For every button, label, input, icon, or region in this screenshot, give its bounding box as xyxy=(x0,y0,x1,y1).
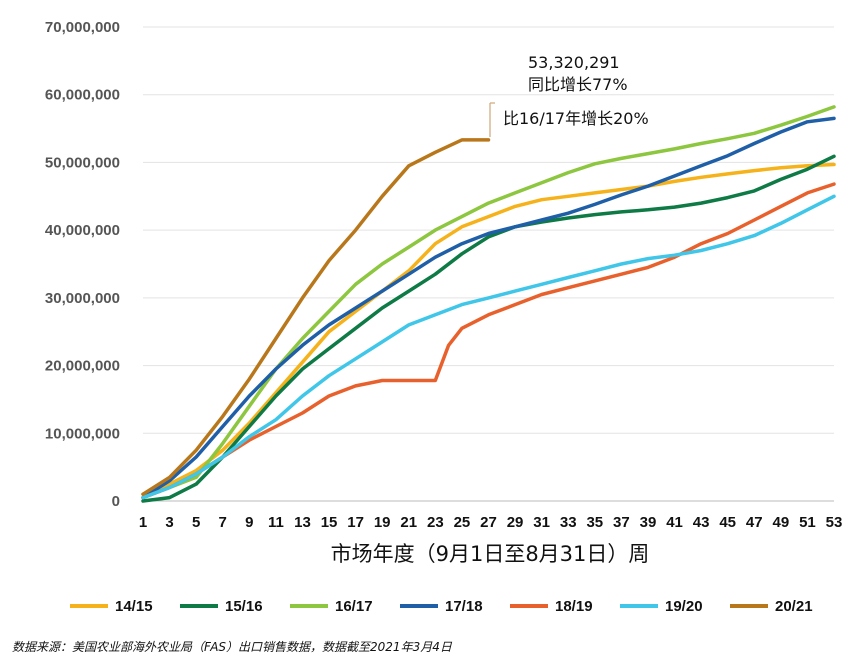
y-tick-label: 40,000,000 xyxy=(45,222,120,239)
y-tick-label: 50,000,000 xyxy=(45,154,120,171)
legend-label: 20/21 xyxy=(775,598,813,615)
x-tick-label: 31 xyxy=(533,514,550,531)
y-tick-label: 70,000,000 xyxy=(45,19,120,36)
gridlines xyxy=(143,26,834,434)
x-tick-label: 11 xyxy=(268,514,284,531)
series-line-20-21 xyxy=(141,138,491,496)
y-tick-label: 0 xyxy=(112,493,120,510)
legend-label: 15/16 xyxy=(225,598,263,615)
series-line-19-20 xyxy=(141,194,836,500)
x-tick-label: 49 xyxy=(773,514,790,531)
series-line-16-17 xyxy=(141,105,836,500)
x-tick-label: 7 xyxy=(219,514,227,531)
x-tick-label: 1 xyxy=(139,514,147,531)
series-line-17-18 xyxy=(141,116,836,500)
x-tick-label: 21 xyxy=(400,514,417,531)
x-tick-label: 23 xyxy=(427,514,444,531)
legend-label: 16/17 xyxy=(335,598,373,615)
x-axis-ticks: 1 3 5 7 9 11 13 15 17 19 21 23 25 27 29 31 33 35 37 39 41 43 4… xyxy=(139,514,843,531)
x-tick-label: 45 xyxy=(719,514,736,531)
x-tick-label: 3 xyxy=(165,514,173,531)
x-tick-label: 29 xyxy=(507,514,524,531)
annotation-yoy: 同比增长77% xyxy=(528,75,628,94)
legend-label: 17/18 xyxy=(445,598,483,615)
legend-label: 19/20 xyxy=(665,598,703,615)
x-tick-label: 33 xyxy=(560,514,577,531)
y-tick-label: 10,000,000 xyxy=(45,425,120,442)
x-tick-label: 19 xyxy=(374,514,391,531)
legend: 14/15 15/16 16/17 17/18 18/19 19/20 20/21 xyxy=(70,598,813,615)
y-tick-label: 60,000,000 xyxy=(45,87,120,104)
x-tick-label: 35 xyxy=(586,514,603,531)
source-note: 数据来源：美国农业部海外农业局（FAS）出口销售数据，数据截至2021年3月4日 xyxy=(12,640,452,654)
x-tick-label: 47 xyxy=(746,514,763,531)
series-line-18-19 xyxy=(141,182,836,500)
legend-label: 18/19 xyxy=(555,598,593,615)
x-tick-label: 41 xyxy=(666,514,683,531)
legend-label: 14/15 xyxy=(115,598,153,615)
x-tick-label: 25 xyxy=(454,514,471,531)
y-axis-ticks: 0 10,000,000 20,000,000 30,000,000 40,000,00… xyxy=(45,19,120,510)
x-tick-label: 9 xyxy=(245,514,253,531)
annotations: 53,320,291 同比增长77% 比16/17年增长20% xyxy=(489,53,649,137)
x-tick-label: 39 xyxy=(640,514,657,531)
y-tick-label: 20,000,000 xyxy=(45,358,120,375)
x-tick-label: 51 xyxy=(799,514,816,531)
x-axis-label: 市场年度（9月1日至8月31日）周 xyxy=(331,542,650,566)
series-lines xyxy=(141,105,836,503)
x-tick-label: 37 xyxy=(613,514,630,531)
series-line-14-15 xyxy=(141,162,836,496)
x-tick-label: 27 xyxy=(480,514,497,531)
x-tick-label: 43 xyxy=(693,514,710,531)
series-line-15-16 xyxy=(141,154,836,503)
x-tick-label: 53 xyxy=(826,514,843,531)
x-tick-label: 13 xyxy=(294,514,311,531)
x-tick-label: 15 xyxy=(321,514,338,531)
x-tick-label: 5 xyxy=(192,514,200,531)
y-tick-label: 30,000,000 xyxy=(45,290,120,307)
annotation-value: 53,320,291 xyxy=(528,53,620,72)
annotation-vs-1617: 比16/17年增长20% xyxy=(503,109,649,128)
x-tick-label: 17 xyxy=(347,514,364,531)
